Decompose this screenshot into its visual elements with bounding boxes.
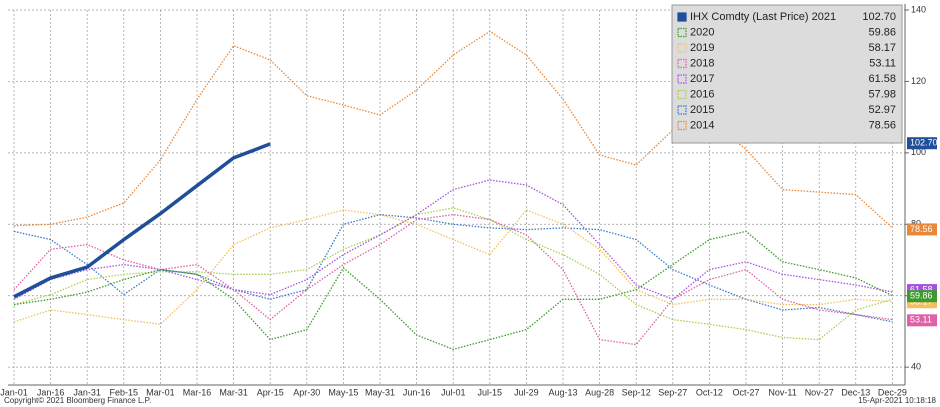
legend-value: 102.70: [862, 11, 896, 23]
y-tick-label: 140: [911, 4, 926, 14]
legend-swatch: [677, 74, 687, 84]
legend: IHX Comdty (Last Price) 2021 102.70 2020 59…: [671, 4, 903, 144]
series-line: [13, 142, 271, 299]
x-tick-label: Sep-12: [622, 387, 651, 397]
legend-swatch: [677, 58, 687, 69]
legend-swatch: [677, 89, 687, 100]
value-tag-label: 78.56: [910, 224, 933, 234]
x-tick-label: Apr-30: [293, 387, 320, 397]
value-tag-label: 59.86: [910, 291, 933, 301]
legend-value: 59.86: [868, 26, 896, 38]
y-tick-label: 120: [911, 76, 926, 86]
legend-label: 2014: [690, 119, 714, 131]
legend-label: IHX Comdty (Last Price) 2021: [690, 11, 836, 23]
legend-box: [671, 4, 903, 144]
value-tag: [907, 223, 937, 236]
legend-swatch: [677, 12, 687, 22]
x-tick-label: Nov-11: [768, 387, 796, 397]
legend-swatch: [677, 27, 687, 38]
legend-value: 53.11: [869, 57, 896, 69]
x-tick-label: Jun-16: [403, 387, 431, 397]
legend-label: 2015: [690, 104, 714, 116]
footer-right: 15-Apr-2021 10:18:18: [858, 396, 936, 405]
y-tick-label: 40: [911, 362, 921, 372]
value-tag: [907, 137, 937, 150]
x-tick-label: Dec-13: [841, 387, 870, 397]
value-tag-label: 102.70: [910, 138, 938, 148]
x-tick-label: Jan-31: [73, 387, 101, 397]
series-line: [13, 213, 893, 323]
x-tick-label: Mar-31: [219, 387, 248, 397]
x-tick-label: Apr-15: [257, 387, 284, 397]
x-tick-label: Jan-16: [37, 387, 65, 397]
value-tag-label: 61.58: [910, 284, 933, 294]
legend-label: 2017: [690, 73, 714, 85]
series-line: [13, 230, 893, 350]
legend-value: 61.58: [868, 73, 896, 85]
legend-value: 78.56: [868, 119, 896, 131]
value-tag: [907, 290, 937, 303]
legend-label: 2018: [690, 57, 714, 69]
x-tick-label: Aug-13: [548, 387, 577, 397]
x-tick-label: Jul-15: [478, 387, 503, 397]
x-tick-label: Feb-15: [110, 387, 139, 397]
x-tick-label: Oct-12: [696, 387, 723, 397]
x-tick-label: Aug-28: [585, 387, 614, 397]
legend-swatch: [677, 120, 687, 131]
value-tag-label: 53.11: [910, 315, 932, 325]
x-tick-label: May-15: [328, 387, 358, 397]
x-tick-label: Nov-27: [805, 387, 834, 397]
x-tick-label: May-31: [365, 387, 395, 397]
legend-label: 2020: [690, 26, 714, 38]
legend-swatch: [677, 43, 687, 53]
footer-left: Copyright© 2021 Bloomberg Finance L.P.: [4, 396, 151, 405]
x-tick-label: Jan-01: [0, 387, 28, 397]
x-tick-label: Mar-16: [183, 387, 212, 397]
value-tag: [907, 314, 937, 327]
legend-label: 2019: [690, 42, 714, 54]
legend-value: 58.17: [868, 42, 896, 54]
legend-label: 2016: [690, 88, 714, 100]
x-tick-label: Sep-27: [658, 387, 687, 397]
x-tick-label: Mar-01: [146, 387, 175, 397]
x-tick-label: Jul-01: [441, 387, 466, 397]
y-tick-label: 100: [911, 147, 926, 157]
legend-value: 52.97: [868, 104, 896, 116]
x-tick-label: Oct-27: [732, 387, 759, 397]
x-tick-label: Dec-29: [878, 387, 907, 397]
x-tick-label: Jul-29: [514, 387, 539, 397]
legend-swatch: [677, 105, 687, 115]
series-line: [13, 207, 893, 341]
legend-value: 57.98: [868, 88, 896, 100]
